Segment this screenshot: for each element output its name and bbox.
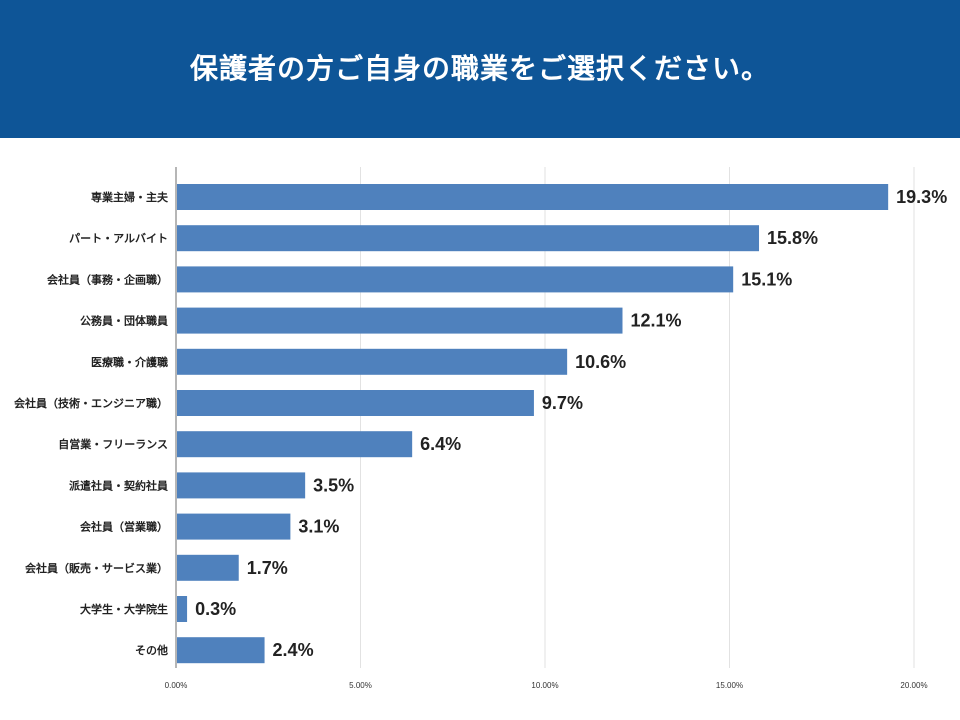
category-label: パート・アルバイト xyxy=(69,232,168,245)
category-label: 専業主婦・主夫 xyxy=(91,190,169,204)
value-label: 15.8% xyxy=(767,228,818,248)
bar xyxy=(177,307,623,334)
value-label: 9.7% xyxy=(542,393,583,413)
category-label: 医療職・介護職 xyxy=(91,355,168,369)
value-label: 3.5% xyxy=(313,475,354,495)
category-label: 会社員（営業職） xyxy=(80,520,168,534)
bar xyxy=(177,390,534,416)
bar xyxy=(177,637,265,664)
category-label: 派遣社員・契約社員 xyxy=(69,478,168,492)
bar xyxy=(177,596,188,622)
bar xyxy=(177,266,734,293)
category-label: 会社員（事務・企画職） xyxy=(47,272,168,286)
value-label: 19.3% xyxy=(896,187,947,207)
x-tick-label: 15.00% xyxy=(716,681,743,690)
x-tick-label: 10.00% xyxy=(531,681,558,690)
bar xyxy=(177,348,568,375)
category-label: 公務員・団体職員 xyxy=(80,314,168,328)
bar xyxy=(177,225,760,252)
category-label: 会社員（技術・エンジニア職） xyxy=(14,396,168,410)
value-label: 10.6% xyxy=(575,352,626,372)
bar xyxy=(177,431,413,458)
bar-chart: 専業主婦・主夫 19.3% パート・アルバイト 15.8% 会社員（事務・企画職） 15.… xyxy=(14,167,947,690)
value-label: 12.1% xyxy=(630,311,681,331)
category-label: その他 xyxy=(135,643,168,657)
value-label: 6.4% xyxy=(420,434,461,454)
value-label: 1.7% xyxy=(247,558,288,578)
chart-title: 保護者の方ご自身の職業をご選択ください。 xyxy=(189,52,770,85)
value-label: 3.1% xyxy=(298,517,339,537)
value-label: 0.3% xyxy=(195,599,236,619)
bar xyxy=(177,184,889,210)
bar xyxy=(177,513,291,540)
x-tick-label: 0.00% xyxy=(165,681,188,690)
x-tick-label: 5.00% xyxy=(349,681,372,690)
category-label: 会社員（販売・サービス業） xyxy=(25,561,168,575)
category-label: 大学生・大学院生 xyxy=(80,602,168,616)
x-tick-label: 20.00% xyxy=(900,681,927,690)
bar xyxy=(177,472,306,499)
chart-header: 保護者の方ご自身の職業をご選択ください。 xyxy=(0,0,960,138)
value-label: 2.4% xyxy=(273,640,314,660)
bar xyxy=(177,554,239,581)
value-label: 15.1% xyxy=(741,269,792,289)
category-label: 自営業・フリーランス xyxy=(58,437,168,451)
